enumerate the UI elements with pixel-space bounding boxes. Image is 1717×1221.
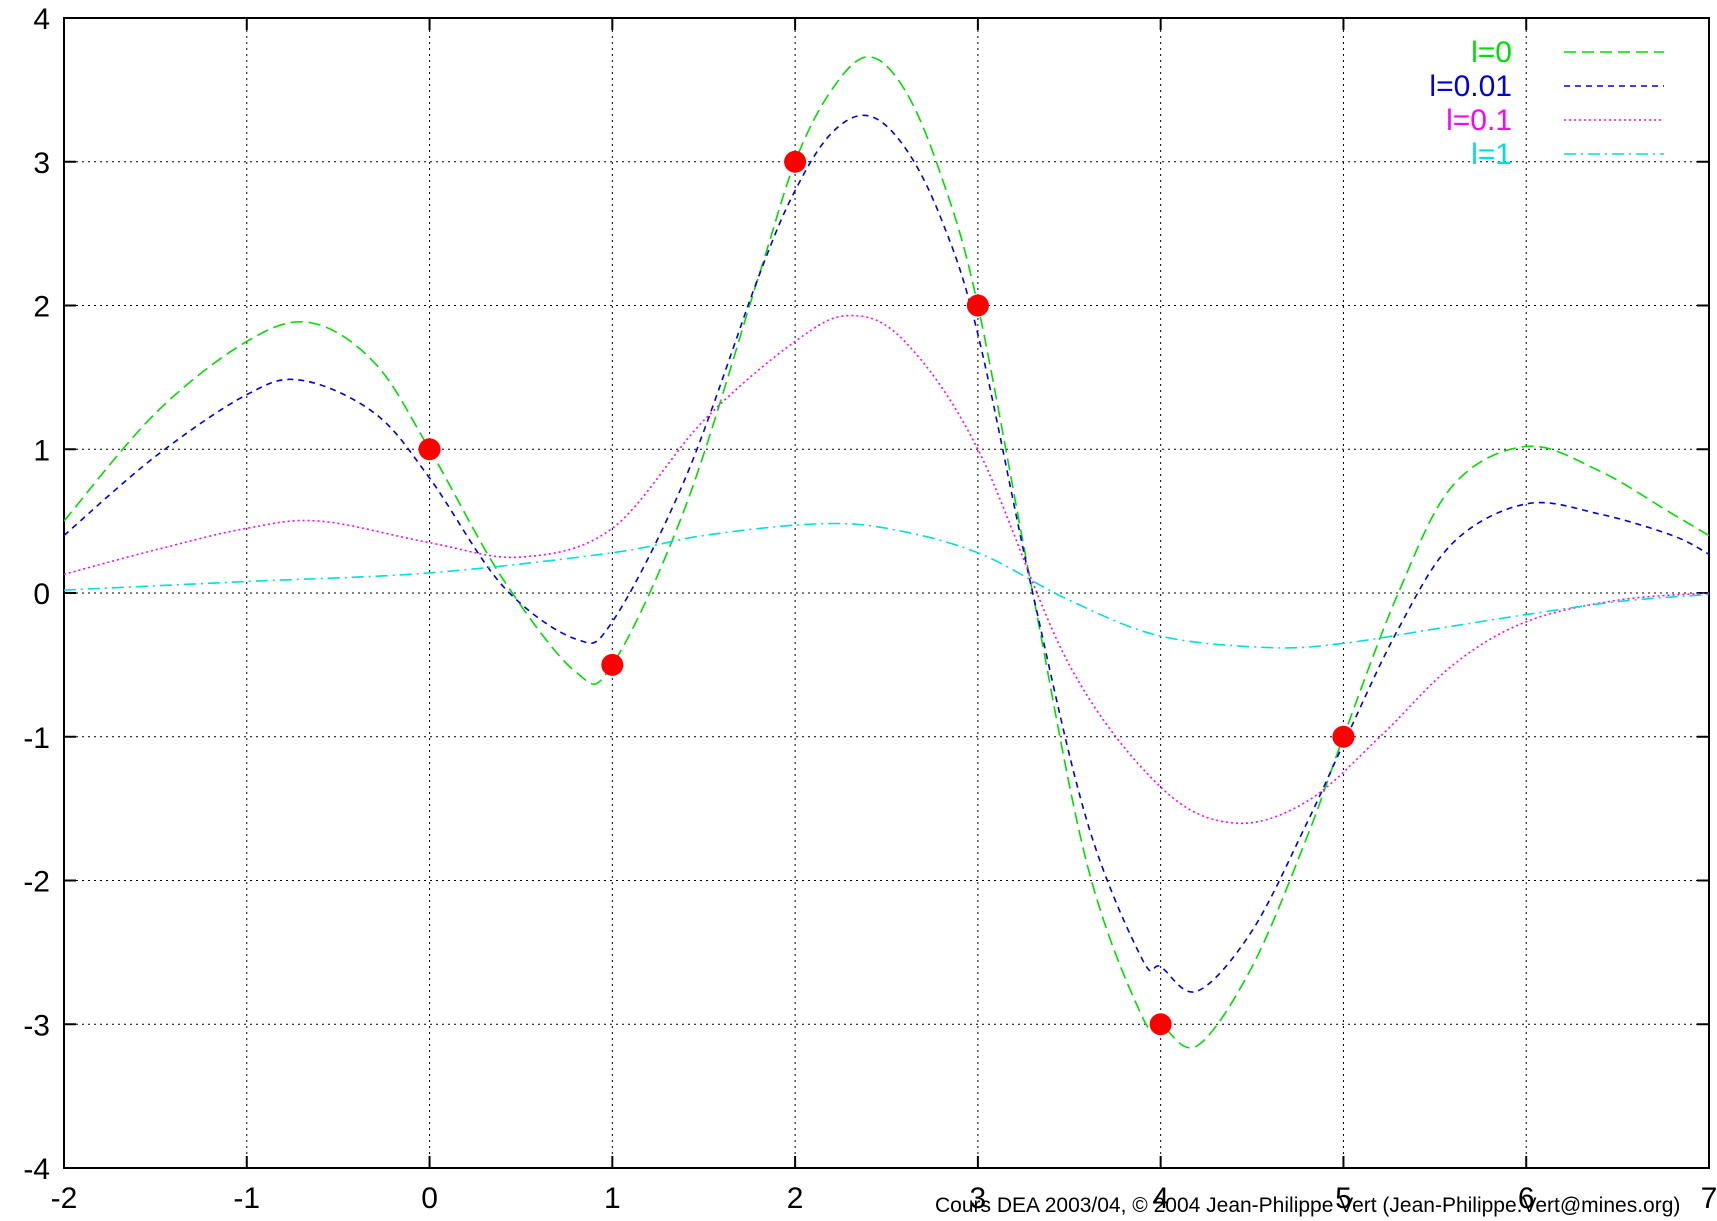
y-tick-label: 3 — [33, 147, 50, 180]
axes: -2 -1 0 1 2 3 4 5 6 7 -4 -3 -2 -1 0 1 2 3 4 — [23, 3, 1717, 1215]
training-point — [784, 150, 807, 173]
series-line-2 — [64, 114, 1709, 993]
y-tick-label: -3 — [23, 1009, 50, 1042]
legend-label: l=0.1 — [1446, 104, 1512, 137]
y-tick-label: -2 — [23, 866, 50, 899]
series-line-4 — [64, 522, 1709, 649]
y-tick-label: 1 — [33, 434, 50, 467]
footer-note: Cours DEA 2003/04, © 2004 Jean-Philippe … — [935, 1194, 1680, 1217]
y-tick-label: 0 — [33, 578, 50, 611]
x-tick-label: 1 — [604, 1182, 621, 1215]
training-points — [418, 150, 1355, 1036]
y-tick-label: -4 — [23, 1153, 50, 1186]
x-tick-label: -1 — [233, 1182, 260, 1215]
x-tick-label: 4 — [1152, 1182, 1169, 1215]
y-tick-label: 2 — [33, 291, 50, 324]
training-point — [601, 653, 624, 676]
legend-label: l=0.01 — [1429, 70, 1512, 103]
legend-label: l=1 — [1471, 138, 1512, 171]
y-tick-label: -1 — [23, 722, 50, 755]
legend-label: l=0 — [1471, 36, 1512, 69]
series-lines — [64, 56, 1709, 1049]
x-tick-label: 0 — [421, 1182, 438, 1215]
x-tick-label: 3 — [970, 1182, 987, 1215]
legend: l=0l=0.01l=0.1l=1 — [1429, 36, 1664, 171]
training-point — [966, 294, 989, 317]
grid — [64, 18, 1709, 1168]
training-point — [418, 438, 441, 461]
training-point — [1149, 1013, 1172, 1036]
x-tick-label: 5 — [1335, 1182, 1352, 1215]
x-tick-label: 6 — [1518, 1182, 1535, 1215]
series-line-3 — [64, 314, 1709, 825]
training-point — [1332, 725, 1355, 748]
series-line-1 — [64, 56, 1709, 1049]
x-tick-label: -2 — [51, 1182, 78, 1215]
x-tick-label: 2 — [787, 1182, 804, 1215]
y-tick-label: 4 — [33, 3, 50, 36]
x-tick-label: 7 — [1701, 1182, 1717, 1215]
